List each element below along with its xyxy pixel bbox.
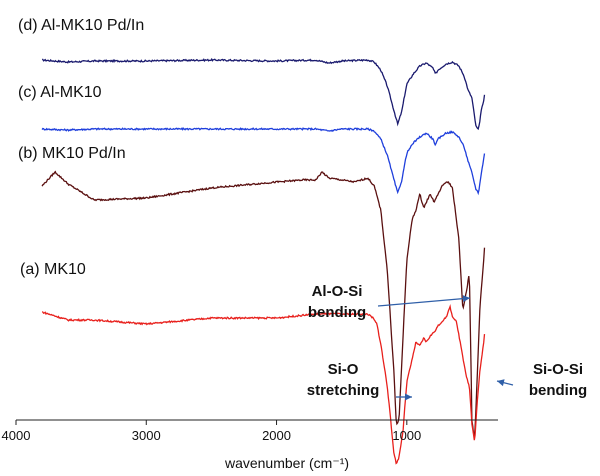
series-label: (d) Al-MK10 Pd/In [18, 17, 144, 34]
annotations-group: Al-O-Si bending Si-O stretching Si-O-Si bendi… [307, 283, 587, 401]
spectrum-line [41, 170, 486, 438]
spectra-group [41, 57, 486, 465]
annotation-text: Al-O-Si [312, 283, 363, 300]
series-labels: (d) Al-MK10 Pd/In (c) Al-MK10 (b) MK10 Pd/… [18, 17, 144, 278]
x-tick-label: 2000 [262, 428, 291, 443]
x-ticks-group: 4000 3000 2000 1000 [2, 420, 421, 443]
annotation-text: Si-O [328, 361, 359, 378]
annotation-text: Si-O-Si [533, 361, 583, 378]
annotation-text: stretching [307, 382, 380, 399]
x-tick-label: 4000 [2, 428, 31, 443]
annotation-arrow [377, 297, 471, 307]
series-label: (b) MK10 Pd/In [18, 145, 126, 162]
spectrum-line [41, 127, 486, 196]
series-label: (a) MK10 [20, 261, 86, 278]
spectrum-line [41, 303, 486, 465]
arrow-head-icon [497, 379, 505, 387]
x-tick-label: 1000 [392, 428, 421, 443]
annotation-text: bending [308, 304, 366, 321]
x-axis-title: wavenumber (cm⁻¹) [224, 455, 349, 471]
spectrum-line [42, 57, 486, 131]
annotation-text: bending [529, 382, 587, 399]
series-label: (c) Al-MK10 [18, 84, 102, 101]
arrow-head-icon [462, 295, 470, 303]
x-tick-label: 3000 [132, 428, 161, 443]
arrow-head-icon [405, 393, 412, 401]
